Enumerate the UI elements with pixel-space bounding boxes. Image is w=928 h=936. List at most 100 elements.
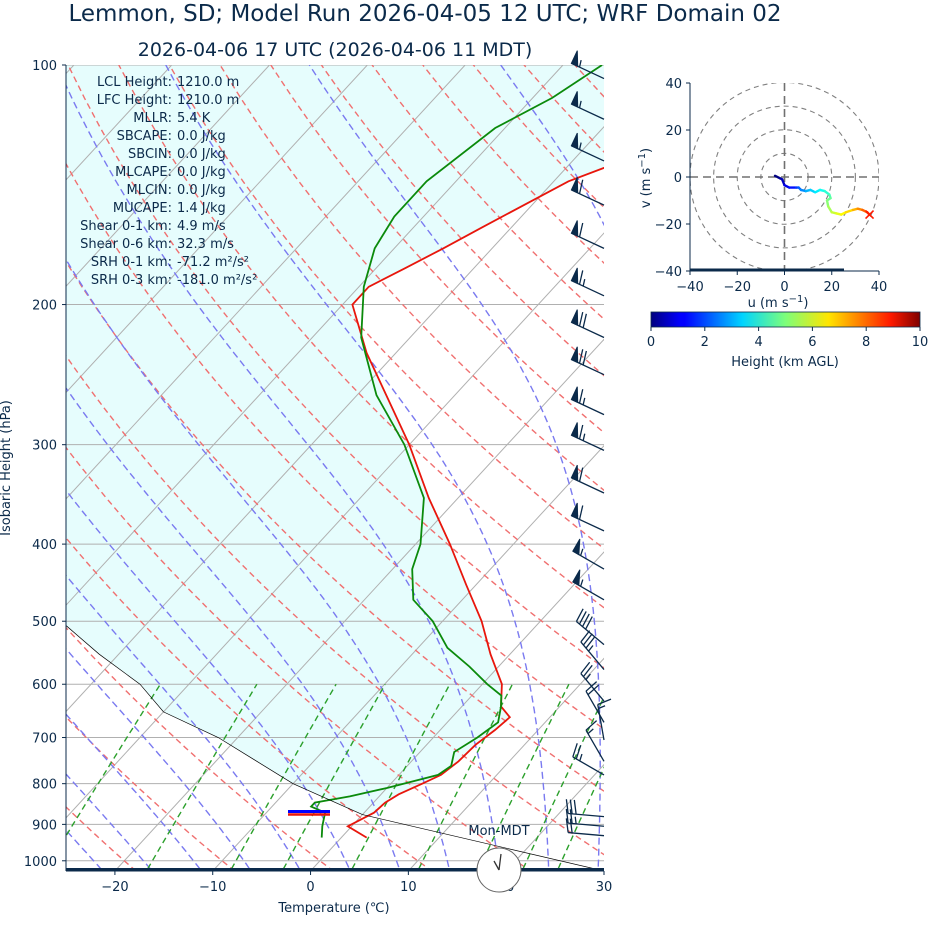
barb-full — [578, 179, 584, 194]
hodograph-y-tick-label: −40 — [655, 265, 682, 280]
barb-pennant — [570, 464, 579, 482]
mixing-ratio-line — [609, 684, 694, 877]
dry-adiabat — [66, 536, 434, 871]
wind-barb — [580, 630, 605, 670]
barb-full — [585, 636, 596, 649]
barb-staff — [580, 673, 605, 702]
dry-adiabat — [66, 805, 137, 871]
local-time-clock: Mon-MDT — [468, 824, 530, 893]
stat-value: 0.0 J/kg — [177, 147, 226, 162]
barb-full — [582, 664, 593, 677]
barb-half — [587, 728, 594, 735]
barb-full — [585, 616, 593, 630]
moist-adiabat — [66, 83, 500, 871]
barb-full — [575, 608, 584, 622]
wind-barb — [597, 698, 612, 741]
stat-name: SRH 0-1 km: — [91, 255, 172, 270]
barb-staff — [576, 620, 605, 646]
barb-full — [575, 745, 582, 760]
colorbar-label: Height (km AGL) — [731, 355, 839, 370]
y-tick-label: 200 — [32, 299, 57, 314]
barb-full — [578, 611, 587, 625]
barb-pennant — [572, 538, 581, 556]
temperature-profile — [345, 166, 604, 839]
stat-name: SRH 0-3 km: — [91, 273, 172, 288]
barb-half — [579, 579, 584, 587]
barb-pennant — [570, 50, 579, 68]
isotherm-line — [66, 65, 564, 606]
hodograph-x-axis-label: u (m s−1) — [748, 294, 809, 311]
barb-full — [582, 633, 593, 646]
stat-name: SBCIN: — [128, 147, 172, 162]
barb-full — [578, 389, 584, 404]
wind-barb — [570, 267, 605, 297]
wind-barb — [570, 132, 605, 162]
moist-adiabat — [696, 29, 762, 878]
moist-adiabat — [66, 574, 302, 871]
isotherm-line — [212, 444, 604, 871]
hodograph-end-marker — [864, 210, 875, 220]
stat-name: LCL Height: — [97, 75, 172, 90]
barb-half — [578, 142, 582, 150]
y-tick-label: 100 — [32, 59, 57, 74]
barb-staff — [568, 822, 605, 827]
barb-half — [585, 673, 591, 681]
y-tick-label: 500 — [32, 615, 57, 630]
stat-value: 32.3 m/s — [177, 237, 234, 252]
clock-label: Mon-MDT — [468, 824, 529, 839]
dry-adiabat — [66, 446, 532, 871]
wind-barb — [570, 50, 605, 80]
barb-half — [578, 60, 582, 68]
wind-barb — [565, 799, 605, 818]
stat-name: MUCAPE: — [113, 201, 172, 216]
hodograph-ring — [736, 129, 833, 225]
stat-value: 5.4 K — [177, 111, 211, 126]
barb-staff — [585, 690, 605, 723]
wind-barb — [570, 346, 605, 376]
colorbar-tick-label: 4 — [754, 335, 762, 350]
barb-full — [582, 350, 587, 366]
mixing-ratio-line — [229, 683, 337, 871]
barb-full — [578, 311, 584, 327]
stat-value: 0.0 J/kg — [177, 183, 226, 198]
barb-half — [574, 816, 577, 824]
hodograph-y-tick-label: −20 — [655, 218, 682, 233]
barb-staff — [568, 812, 605, 818]
hodograph: −40 −20 0 20 40 −40 −20 0 20 40 u (m s−1) v (m s−… — [637, 77, 887, 311]
isotherm-line — [66, 65, 270, 287]
wind-barb — [572, 743, 605, 776]
hodograph-y-tick-label: 40 — [665, 77, 682, 92]
barb-full — [587, 684, 600, 696]
barb-staff — [597, 704, 605, 741]
barb-full — [569, 799, 573, 814]
wind-barb — [570, 386, 605, 416]
colorbar-gradient — [650, 311, 921, 328]
isotherm-line — [505, 763, 604, 871]
barb-full — [597, 698, 612, 706]
wind-barb — [570, 422, 605, 451]
barb-staff — [585, 729, 605, 762]
wind-barb — [565, 818, 605, 837]
figure-subtitle: 2026-04-06 17 UTC (2026-04-06 11 MDT) — [138, 39, 533, 61]
clock-hour-hand — [493, 860, 500, 871]
moist-adiabat — [308, 65, 601, 871]
isotherm-line — [66, 65, 466, 500]
mixing-ratio-line — [521, 695, 604, 871]
stat-name: LFC Height: — [97, 93, 172, 108]
barb-half — [598, 705, 606, 710]
stat-value: 0.0 J/kg — [177, 129, 226, 144]
barb-full — [578, 349, 584, 364]
x-tick-label: −10 — [199, 880, 226, 895]
stat-value: 4.9 m/s — [177, 219, 226, 234]
wind-barb — [570, 220, 605, 249]
figure-title: Lemmon, SD; Model Run 2026-04-05 12 UTC;… — [68, 1, 781, 27]
hodograph-y-axis-label: v (m s−1) — [637, 148, 654, 208]
barb-full — [580, 661, 591, 674]
x-tick-label: −20 — [101, 880, 128, 895]
barb-pennant — [570, 422, 579, 439]
barb-full — [565, 808, 569, 824]
barb-full — [582, 313, 587, 328]
colorbar-tick-label: 8 — [862, 335, 870, 350]
barb-pennant — [572, 569, 581, 587]
